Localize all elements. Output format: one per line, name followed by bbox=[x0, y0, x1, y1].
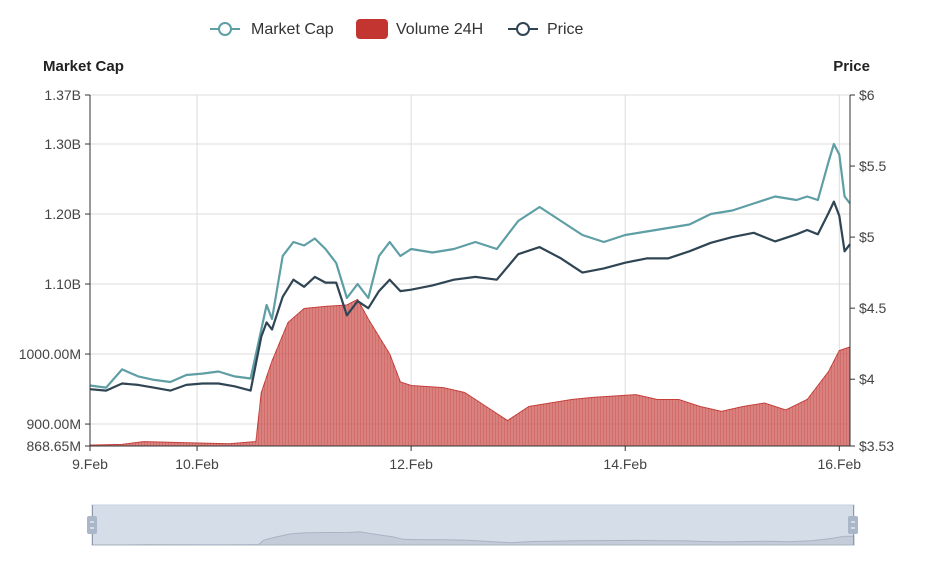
left-tick-label: 1000.00M bbox=[19, 346, 81, 362]
left-tick-label: 1.30B bbox=[44, 136, 81, 152]
legend-price-circle-icon bbox=[516, 22, 530, 36]
left-tick-label: 900.00M bbox=[27, 416, 81, 432]
right-tick-label: $4 bbox=[859, 371, 875, 387]
x-tick-label: 10.Feb bbox=[175, 456, 219, 472]
x-tick-label: 9.Feb bbox=[72, 456, 108, 472]
right-tick-label: $6 bbox=[859, 87, 875, 103]
zoom-slider-left-handle-icon[interactable] bbox=[87, 516, 97, 534]
legend-market-cap-label: Market Cap bbox=[251, 21, 334, 38]
legend[interactable]: Market Cap Volume 24H Price bbox=[210, 19, 584, 39]
left-axis-title: Market Cap bbox=[43, 58, 124, 75]
legend-item-volume[interactable]: Volume 24H bbox=[356, 19, 483, 39]
legend-item-price[interactable]: Price bbox=[508, 21, 584, 38]
zoom-slider-track[interactable] bbox=[91, 504, 855, 546]
x-tick-label: 14.Feb bbox=[603, 456, 647, 472]
axes: 868.65M 900.00M 1000.00M 1.10B 1.20B 1.30B 1.3… bbox=[19, 87, 895, 472]
volume-bars bbox=[91, 299, 849, 446]
zoom-slider[interactable] bbox=[87, 504, 858, 546]
legend-volume-swatch-icon bbox=[356, 19, 388, 39]
left-tick-label: 1.20B bbox=[44, 206, 81, 222]
volume-area bbox=[89, 298, 851, 447]
legend-volume-label: Volume 24H bbox=[396, 21, 483, 38]
left-tick-label: 1.37B bbox=[44, 87, 81, 103]
right-tick-label: $5 bbox=[859, 229, 875, 245]
grid-lines bbox=[90, 94, 850, 446]
right-tick-label: $5.5 bbox=[859, 158, 886, 174]
x-tick-label: 12.Feb bbox=[389, 456, 433, 472]
x-tick-label: 16.Feb bbox=[817, 456, 861, 472]
legend-market-cap-circle-icon bbox=[218, 22, 232, 36]
price-line bbox=[89, 200, 851, 392]
zoom-slider-right-handle-icon[interactable] bbox=[848, 516, 858, 534]
market-cap-line bbox=[89, 142, 851, 389]
left-tick-label: 1.10B bbox=[44, 276, 81, 292]
right-tick-label: $4.5 bbox=[859, 300, 886, 316]
right-axis-title: Price bbox=[833, 58, 870, 75]
left-tick-label: 868.65M bbox=[27, 438, 81, 454]
legend-item-market-cap[interactable]: Market Cap bbox=[210, 21, 334, 38]
volume-area-series bbox=[89, 298, 851, 447]
line-series bbox=[89, 142, 851, 392]
right-tick-label: $3.53 bbox=[859, 438, 894, 454]
legend-price-label: Price bbox=[547, 21, 584, 38]
zoom-slider-preview bbox=[91, 531, 855, 546]
